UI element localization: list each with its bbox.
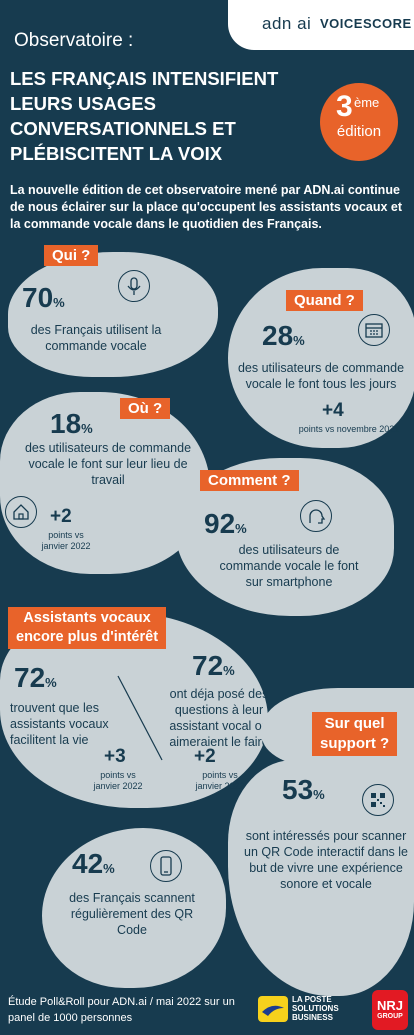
support-tag: Sur quel support ?: [312, 712, 398, 756]
title-line: LES FRANÇAIS INTENSIFIENT: [10, 68, 279, 89]
speaking-head-icon: [300, 500, 332, 532]
logo-banner: [228, 0, 414, 50]
support-tag-line: Sur quel: [324, 715, 385, 732]
edition-suffix: ème: [354, 95, 380, 110]
quand-delta: +4: [322, 400, 344, 421]
assistants-right-unit: %: [223, 663, 235, 678]
qui-stat: 70%: [22, 282, 65, 314]
qui-tag: Qui ?: [44, 245, 99, 266]
assistants-right-value: 72: [192, 650, 224, 681]
ou-note: points vs janvier 2022: [41, 530, 91, 551]
qui-unit: %: [53, 295, 65, 310]
assistants-left-stat: 72%: [14, 662, 57, 694]
support-unit: %: [313, 787, 325, 802]
edition-number: 3: [336, 90, 353, 123]
assistants-right-delta: +2: [194, 746, 216, 767]
nrj-group-logo: NRJ GROUP: [372, 990, 408, 1030]
ou-blob: [0, 392, 210, 574]
house-icon: [5, 496, 37, 528]
scan-stat: 42%: [72, 848, 115, 880]
adn-ai-logo: adn ai: [262, 14, 312, 33]
assistants-tag-line: Assistants vocaux: [23, 610, 151, 626]
la-poste-bird-logo: [258, 996, 288, 1022]
quand-stat: 28%: [262, 320, 305, 352]
quand-unit: %: [293, 333, 305, 348]
comment-stat: 92%: [204, 508, 247, 540]
divider-line: [117, 675, 163, 761]
support-value: 53: [282, 774, 314, 805]
comment-unit: %: [235, 521, 247, 536]
comment-text: des utilisateurs de commande vocale le f…: [219, 543, 359, 589]
support-tag-line: support ?: [320, 735, 390, 752]
assistants-right-note: points vs janvier 2022: [195, 770, 245, 791]
scan-unit: %: [103, 861, 115, 876]
assistants-left-delta: +3: [104, 746, 126, 767]
la-poste-sub: SOLUTIONS: [292, 1004, 339, 1013]
intro-text: La nouvelle édition de cet observatoire …: [10, 183, 403, 231]
support-stat: 53%: [282, 774, 325, 806]
ou-value: 18: [50, 408, 82, 439]
page-title: LES FRANÇAIS INTENSIFIENT LEURS USAGES C…: [10, 66, 310, 166]
calendar-icon: [358, 314, 390, 346]
nrj-name: NRJ: [376, 998, 403, 1013]
qui-value: 70: [22, 282, 54, 313]
scan-text: des Français scannent régulièrement des …: [69, 891, 195, 937]
qr-code-icon: [362, 784, 394, 816]
assistants-left-text: trouvent que les assistants vocaux facil…: [10, 701, 109, 747]
comment-value: 92: [204, 508, 236, 539]
quand-value: 28: [262, 320, 294, 351]
quand-text: des utilisateurs de commande vocale le f…: [237, 361, 405, 391]
scan-blob: [42, 828, 226, 988]
support-text: sont intéressés pour scanner un QR Code …: [244, 829, 408, 891]
scan-value: 42: [72, 848, 104, 879]
assistants-tag-line: encore plus d'intérêt: [16, 629, 159, 645]
quand-note: points vs novembre 2021: [298, 424, 400, 434]
assistants-left-note: points vs janvier 2022: [93, 770, 143, 791]
study-source: Étude Poll&Roll pour ADN.ai / mai 2022 s…: [8, 996, 235, 1024]
assistants-left-value: 72: [14, 662, 46, 693]
qui-text: des Français utilisent la commande vocal…: [30, 323, 162, 353]
title-line: LEURS USAGES: [10, 93, 156, 114]
assistants-left-unit: %: [45, 675, 57, 690]
ou-unit: %: [81, 421, 93, 436]
assistants-tag: Assistants vocaux encore plus d'intérêt: [8, 607, 167, 649]
edition-word: édition: [336, 123, 382, 140]
ou-delta: +2: [50, 506, 72, 527]
title-line: CONVERSATIONNELS ET: [10, 118, 236, 139]
qui-blob: [8, 252, 218, 377]
la-poste-name: LA POSTE: [292, 995, 332, 1004]
assistants-right-stat: 72%: [192, 650, 235, 682]
ou-stat: 18%: [50, 408, 93, 440]
ou-text: des utilisateurs de commande vocale le f…: [24, 441, 192, 487]
assistants-right-text: ont déja posé des questions à leur assis…: [169, 687, 269, 749]
voicescore-logo: VOICESCORE: [320, 16, 412, 31]
quand-tag: Quand ?: [286, 290, 363, 311]
microphone-icon: [118, 270, 150, 302]
ou-tag: Où ?: [120, 398, 171, 419]
smartphone-icon: [150, 850, 182, 882]
la-poste-sub: BUSINESS: [292, 1013, 333, 1022]
comment-tag: Comment ?: [200, 470, 299, 491]
nrj-sub: GROUP: [377, 1013, 403, 1020]
la-poste-logo: LA POSTE SOLUTIONS BUSINESS: [292, 995, 339, 1022]
observatoire-label: Observatoire :: [14, 30, 134, 51]
edition-badge: 3 ème édition: [320, 83, 398, 161]
title-line: PLÉBISCITENT LA VOIX: [10, 143, 223, 164]
